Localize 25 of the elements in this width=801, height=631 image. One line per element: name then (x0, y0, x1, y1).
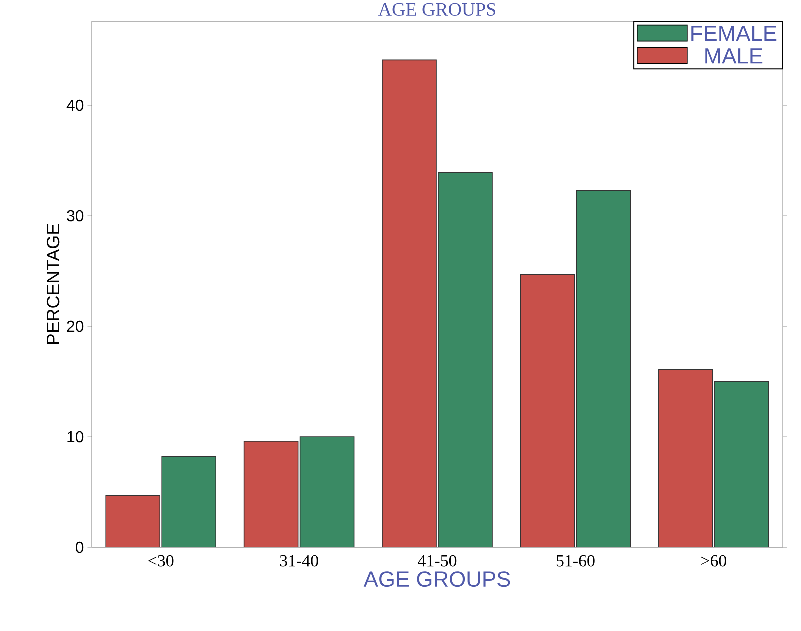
x-tick-label: >60 (702, 556, 727, 567)
y-axis-title: PERCENTAGE (46, 224, 60, 344)
chart-title: AGE GROUPS (378, 4, 496, 16)
x-tick-label: 51-60 (556, 556, 595, 567)
bar (520, 274, 575, 548)
bar (244, 442, 298, 548)
bar (162, 457, 216, 548)
bar (382, 60, 437, 548)
legend-label: MALE (706, 48, 763, 64)
bar (106, 496, 160, 548)
bar (576, 190, 631, 548)
x-tick-label: <30 (148, 556, 174, 567)
bar (300, 437, 354, 548)
y-tick-label: 40 (66, 100, 84, 112)
bar (658, 369, 714, 548)
bar (438, 173, 493, 548)
y-tick-label: 20 (67, 321, 84, 332)
y-tick-label: 10 (68, 432, 84, 443)
bar (714, 382, 770, 548)
x-tick-label: 31-40 (280, 556, 318, 567)
x-tick-label: 41-50 (418, 556, 457, 567)
x-axis-title: AGE GROUPS (364, 572, 510, 588)
y-tick-label: 0 (76, 542, 84, 554)
y-tick-label: 30 (67, 210, 84, 222)
legend-label: FEMALE (692, 26, 777, 42)
